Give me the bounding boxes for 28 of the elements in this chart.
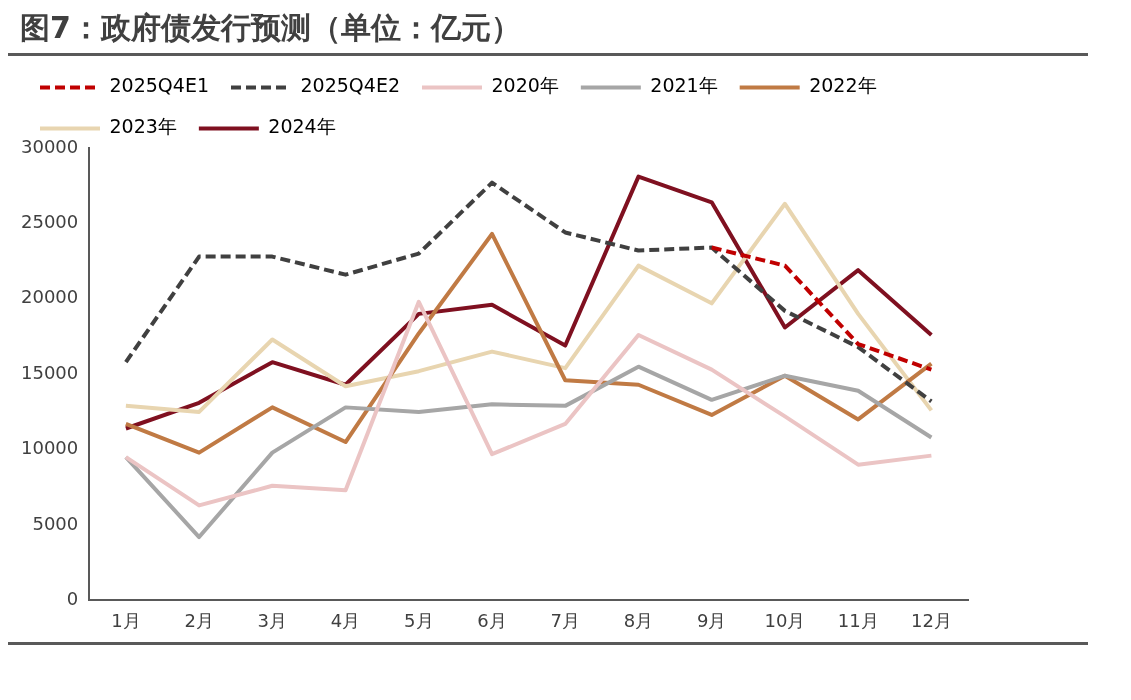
x-tick-label: 5月 bbox=[404, 609, 434, 631]
line-series bbox=[709, 245, 934, 372]
x-tick-label: 12月 bbox=[910, 609, 952, 631]
x-tick-label: 4月 bbox=[330, 609, 361, 631]
x-tick-label: 10月 bbox=[764, 609, 806, 631]
y-tick-label: 5000 bbox=[32, 512, 79, 534]
y-tick-label: 15000 bbox=[21, 361, 79, 383]
legend-label: 2023年 bbox=[109, 115, 177, 138]
legend-label: 2025Q4E1 bbox=[109, 74, 209, 97]
x-tick-label: 2月 bbox=[184, 609, 214, 631]
x-tick-label: 7月 bbox=[550, 609, 580, 631]
y-tick-label: 20000 bbox=[21, 286, 79, 308]
x-tick-label: 3月 bbox=[257, 609, 288, 631]
y-tick-label: 30000 bbox=[21, 135, 79, 157]
x-tick-label: 11月 bbox=[837, 609, 879, 631]
y-tick-label: 10000 bbox=[21, 437, 79, 459]
x-tick-label: 8月 bbox=[623, 609, 654, 631]
x-tick-label: 9月 bbox=[696, 609, 727, 631]
chart-title: 图7：政府债发行预测（单位：亿元） bbox=[8, 8, 1088, 56]
legend-label: 2020年 bbox=[491, 74, 559, 97]
legend-label: 2024年 bbox=[268, 115, 336, 138]
x-tick-label: 1月 bbox=[111, 609, 141, 631]
x-tick-label: 6月 bbox=[477, 609, 507, 631]
legend-label: 2025Q4E2 bbox=[300, 74, 400, 97]
legend-label: 2022年 bbox=[809, 74, 877, 97]
y-tick-label: 25000 bbox=[21, 211, 79, 233]
legend-label: 2021年 bbox=[650, 74, 718, 97]
y-tick-label: 0 bbox=[66, 588, 79, 610]
